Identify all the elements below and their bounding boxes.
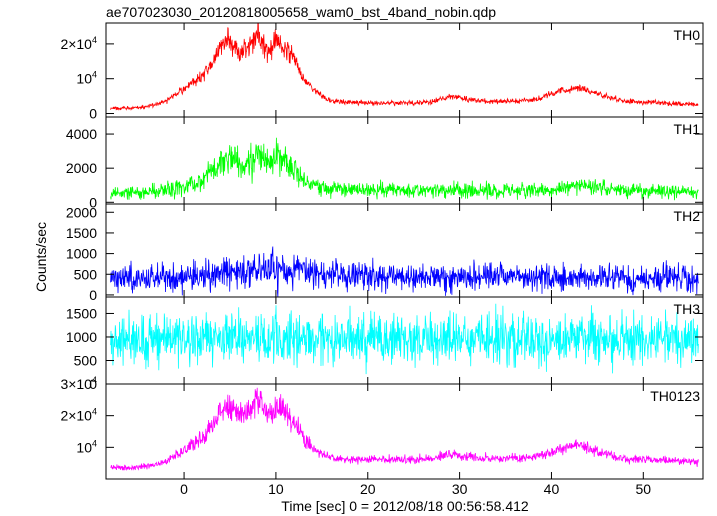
y-tick-label: 104 (76, 70, 97, 87)
y-tick-label: 0 (89, 106, 97, 122)
panel-label-th0: TH0 (674, 27, 701, 43)
y-tick-label: 0 (89, 194, 97, 210)
panel-th3: 0 500 1000 1500 TH3 (66, 296, 704, 392)
x-tick-label: 20 (360, 481, 376, 497)
y-tick-label-base: 1500 (66, 225, 97, 241)
y-tick-label-base: 1000 (66, 329, 97, 345)
y-tick-label-base: 0 (89, 106, 97, 122)
series-th0123 (110, 387, 699, 472)
y-tick-label-base: 1000 (66, 246, 97, 262)
y-tick-label: 2×104 (60, 35, 97, 52)
y-tick-label-base: 2×10 (60, 408, 92, 424)
y-tick-label: 1000 (66, 246, 97, 262)
y-tick-label-base: 3×10 (60, 376, 92, 392)
series-th1 (110, 137, 699, 201)
x-tick-label: 10 (268, 481, 284, 497)
panel-label-th0123: TH0123 (650, 388, 700, 404)
y-tick-label-base: 0 (89, 287, 97, 303)
y-tick-label-exponent: 4 (92, 407, 97, 417)
y-tick-label: 1000 (66, 329, 97, 345)
panel-label-th2: TH2 (674, 208, 701, 224)
y-tick-label-exponent: 4 (92, 35, 97, 45)
y-tick-label: 3×104 (60, 375, 97, 392)
y-tick-label-base: 1500 (66, 305, 97, 321)
panel-label-th3: TH3 (674, 301, 701, 317)
y-tick-label: 104 (76, 438, 97, 455)
y-tick-label: 2000 (66, 204, 97, 220)
x-tick-label: 40 (544, 481, 560, 497)
y-tick-label-base: 10 (76, 439, 92, 455)
y-tick-label: 500 (74, 266, 98, 282)
y-tick-label-base: 0 (89, 194, 97, 210)
y-tick-label-exponent: 4 (92, 438, 97, 448)
panel-frame (105, 383, 704, 480)
y-tick-label-base: 2000 (66, 160, 97, 176)
y-tick-label-exponent: 4 (92, 70, 97, 80)
series-th3 (110, 303, 699, 375)
y-tick-label: 0 (89, 376, 97, 392)
y-tick-label: 2000 (66, 160, 97, 176)
y-tick-label: 1500 (66, 225, 97, 241)
y-tick-label-base: 4000 (66, 126, 97, 142)
panel-label-th1: TH1 (674, 121, 701, 137)
y-tick-label: 0 (89, 287, 97, 303)
y-tick-label-base: 2000 (66, 204, 97, 220)
x-tick-label: 0 (180, 481, 188, 497)
y-tick-label-base: 10 (76, 71, 92, 87)
chart-title: ae707023030_20120818005658_wam0_bst_4ban… (106, 4, 496, 20)
x-tick-label: 50 (636, 481, 652, 497)
y-tick-label-base: 500 (74, 352, 98, 368)
y-tick-label: 4000 (66, 126, 97, 142)
y-tick-label-exponent: 4 (92, 375, 97, 385)
y-tick-label-base: 2×10 (60, 36, 92, 52)
x-axis-label: Time [sec] 0 = 2012/08/18 00:56:58.412 (281, 498, 529, 514)
panel-th1: 0 2000 4000 TH1 (66, 116, 704, 210)
x-tick-label: 30 (452, 481, 468, 497)
series-th0 (110, 23, 699, 111)
y-tick-label: 500 (74, 352, 98, 368)
panel-th2: 0 500 1000 1500 2000 TH2 (66, 203, 704, 303)
series-th2 (110, 246, 699, 297)
y-tick-label-base: 500 (74, 266, 98, 282)
y-tick-label-base: 0 (89, 376, 97, 392)
y-tick-label: 1500 (66, 305, 97, 321)
y-axis-label: Counts/sec (33, 222, 49, 292)
y-tick-label: 2×104 (60, 407, 97, 424)
